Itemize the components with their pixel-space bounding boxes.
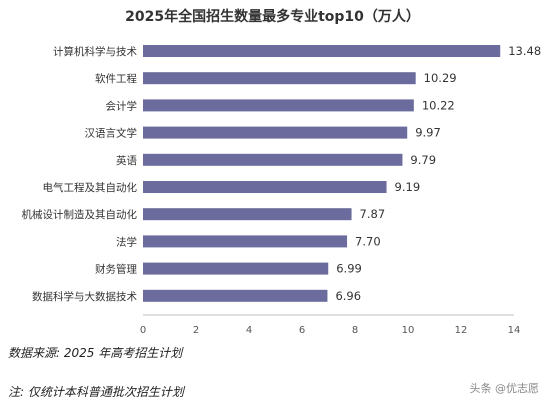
- value-label: 6.99: [336, 262, 362, 276]
- category-label: 法学: [116, 235, 137, 248]
- value-label: 10.22: [422, 98, 455, 112]
- value-label: 10.29: [424, 71, 457, 85]
- value-label: 9.79: [410, 153, 436, 167]
- x-tick-label: 4: [246, 325, 252, 336]
- x-tick-label: 8: [352, 325, 358, 336]
- category-label: 计算机科学与技术: [53, 45, 137, 58]
- bar: [143, 153, 403, 166]
- x-tick-label: 0: [140, 325, 146, 336]
- x-tick-label: 10: [402, 325, 415, 336]
- bar: [143, 126, 408, 139]
- category-label: 汉语言文学: [85, 127, 138, 140]
- value-label: 6.96: [335, 289, 361, 303]
- bar: [143, 289, 328, 302]
- x-tick-label: 2: [193, 325, 199, 336]
- value-label: 9.97: [415, 126, 441, 140]
- category-label: 电气工程及其自动化: [43, 181, 138, 194]
- category-label: 软件工程: [95, 72, 137, 85]
- bar: [143, 45, 501, 57]
- x-tick-label: 12: [455, 325, 468, 336]
- bar: [143, 181, 387, 193]
- category-label: 英语: [116, 154, 137, 167]
- category-label: 财务管理: [95, 263, 137, 276]
- value-label: 7.87: [360, 207, 386, 221]
- x-tick-label: 14: [508, 325, 521, 336]
- category-label: 数据科学与大数据技术: [32, 290, 137, 303]
- data-source-note: 数据来源: 2025 年高考招生计划: [8, 346, 183, 360]
- value-label: 13.48: [508, 44, 541, 58]
- value-label: 9.19: [395, 180, 421, 194]
- category-label: 会计学: [106, 99, 138, 112]
- bar: [143, 235, 348, 248]
- x-tick-label: 6: [299, 325, 305, 336]
- bar: [143, 72, 416, 85]
- bar: [143, 99, 414, 112]
- chart-title: 2025年全国招生数量最多专业top10（万人）: [125, 9, 420, 25]
- footnote: 注: 仅统计本科普通批次招生计划: [8, 385, 184, 399]
- bar: [143, 262, 329, 275]
- bar: [143, 208, 352, 221]
- category-label: 机械设计制造及其自动化: [22, 208, 138, 221]
- credit-watermark: 头条 @优志愿: [469, 382, 540, 395]
- value-label: 7.70: [355, 234, 381, 248]
